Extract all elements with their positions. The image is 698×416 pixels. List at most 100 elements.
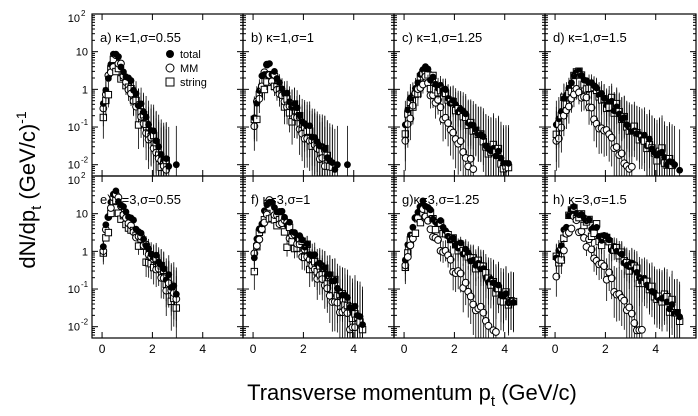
point-mm — [607, 133, 616, 142]
point-total — [490, 279, 497, 287]
point-total — [671, 161, 679, 169]
y-tick-label: 10 — [68, 160, 80, 172]
point-total — [150, 127, 158, 135]
point-mm — [446, 255, 455, 264]
point-total — [127, 77, 135, 84]
point-mm — [106, 204, 115, 212]
point-total — [593, 224, 600, 231]
point-total — [462, 110, 470, 118]
svg-text:dN/dpt (GeV/c)-1: dN/dpt (GeV/c)-1 — [13, 111, 45, 268]
point-total — [291, 229, 298, 236]
point-total — [505, 159, 512, 167]
panel-g: 0 2 4 g)κ=3,σ=1.25 — [393, 175, 546, 356]
panel-label: d) κ=1,σ=1.5 — [553, 30, 627, 45]
point-total — [585, 216, 593, 224]
y-tick-label-exponent: -2 — [81, 318, 89, 327]
point-total — [293, 104, 301, 112]
x-tick-label: 2 — [149, 342, 156, 356]
x-axis-title-main: Transverse momentum p — [247, 380, 491, 405]
point-total — [409, 223, 417, 231]
point-total — [115, 53, 122, 61]
y-tick-label-exponent: 2 — [81, 9, 86, 18]
point-total — [303, 240, 311, 248]
x-tick-label: 4 — [350, 342, 357, 356]
y-tick-label: 10 — [76, 209, 88, 221]
point-mm — [484, 321, 493, 330]
point-total — [283, 89, 291, 97]
point-total — [132, 90, 140, 98]
point-total — [271, 68, 278, 75]
point-total — [641, 131, 648, 139]
point-total — [356, 313, 364, 321]
point-total — [646, 135, 653, 143]
x-tick-label: 4 — [199, 342, 206, 356]
point-mm — [552, 272, 561, 281]
point-total — [140, 108, 147, 116]
point-total — [306, 122, 314, 130]
x-tick-label: 2 — [300, 342, 307, 356]
point-total — [296, 111, 304, 119]
point-total — [344, 294, 351, 301]
point-total — [333, 161, 341, 169]
point-mm — [456, 269, 465, 278]
point-mm — [444, 119, 453, 127]
point-mm — [565, 102, 573, 111]
point-total — [266, 60, 273, 67]
point-total — [250, 254, 258, 262]
point-total — [427, 206, 434, 214]
point-total — [120, 203, 127, 211]
point-total — [165, 271, 173, 279]
point-total — [145, 121, 153, 128]
panel-d: d) κ=1,σ=1.5 — [544, 13, 697, 177]
point-mm — [461, 278, 470, 287]
legend-marker-total — [166, 50, 174, 58]
point-mm — [449, 128, 458, 137]
point-total — [122, 208, 130, 216]
point-total — [286, 218, 293, 226]
point-total — [479, 133, 487, 141]
point-total — [568, 79, 575, 87]
y-axis-title: dN/dpt (GeV/c)-1 — [13, 111, 45, 268]
point-total — [419, 197, 427, 205]
point-mm — [637, 325, 646, 334]
point-total — [620, 114, 628, 121]
panel-label: b) κ=1,σ=1 — [251, 30, 314, 45]
legend-marker-string — [165, 77, 175, 87]
point-total — [321, 145, 329, 152]
point-mm — [469, 165, 478, 173]
point-total — [162, 155, 170, 163]
panel-c: c) κ=1,σ=1.25 — [393, 13, 546, 177]
point-string — [104, 90, 113, 99]
point-total — [130, 216, 137, 224]
point-total — [676, 166, 684, 174]
y-tick-label-exponent: -1 — [81, 118, 89, 127]
y-tick-label: 10 — [76, 47, 88, 59]
point-string — [260, 85, 269, 94]
panel-h: 0 2 4 h) κ=3,σ=1.5 — [544, 175, 697, 356]
y-axis-title-sub: t — [28, 205, 45, 210]
y-tick-label: 1 — [82, 246, 88, 258]
point-total — [268, 198, 276, 206]
y-tick-label-exponent: 2 — [81, 171, 86, 180]
point-mm — [255, 235, 264, 244]
panel-label: h) κ=3,σ=1.5 — [553, 192, 627, 207]
x-axis-title-tail: (GeV/c) — [495, 380, 577, 405]
point-total — [142, 113, 150, 121]
point-total — [668, 301, 676, 308]
point-total — [160, 265, 168, 273]
point-total — [145, 245, 153, 253]
point-total — [278, 207, 286, 215]
point-mm — [600, 262, 609, 271]
point-mm — [627, 162, 636, 171]
point-total — [155, 143, 163, 151]
panel-label: f) κ=3,σ=1 — [251, 192, 310, 207]
y-axis-title-main: dN/dp — [15, 210, 40, 269]
point-total — [618, 250, 626, 258]
x-tick-label: 0 — [99, 342, 106, 356]
panel-b: b) κ=1,σ=1 — [242, 13, 395, 177]
point-mm — [492, 328, 500, 336]
